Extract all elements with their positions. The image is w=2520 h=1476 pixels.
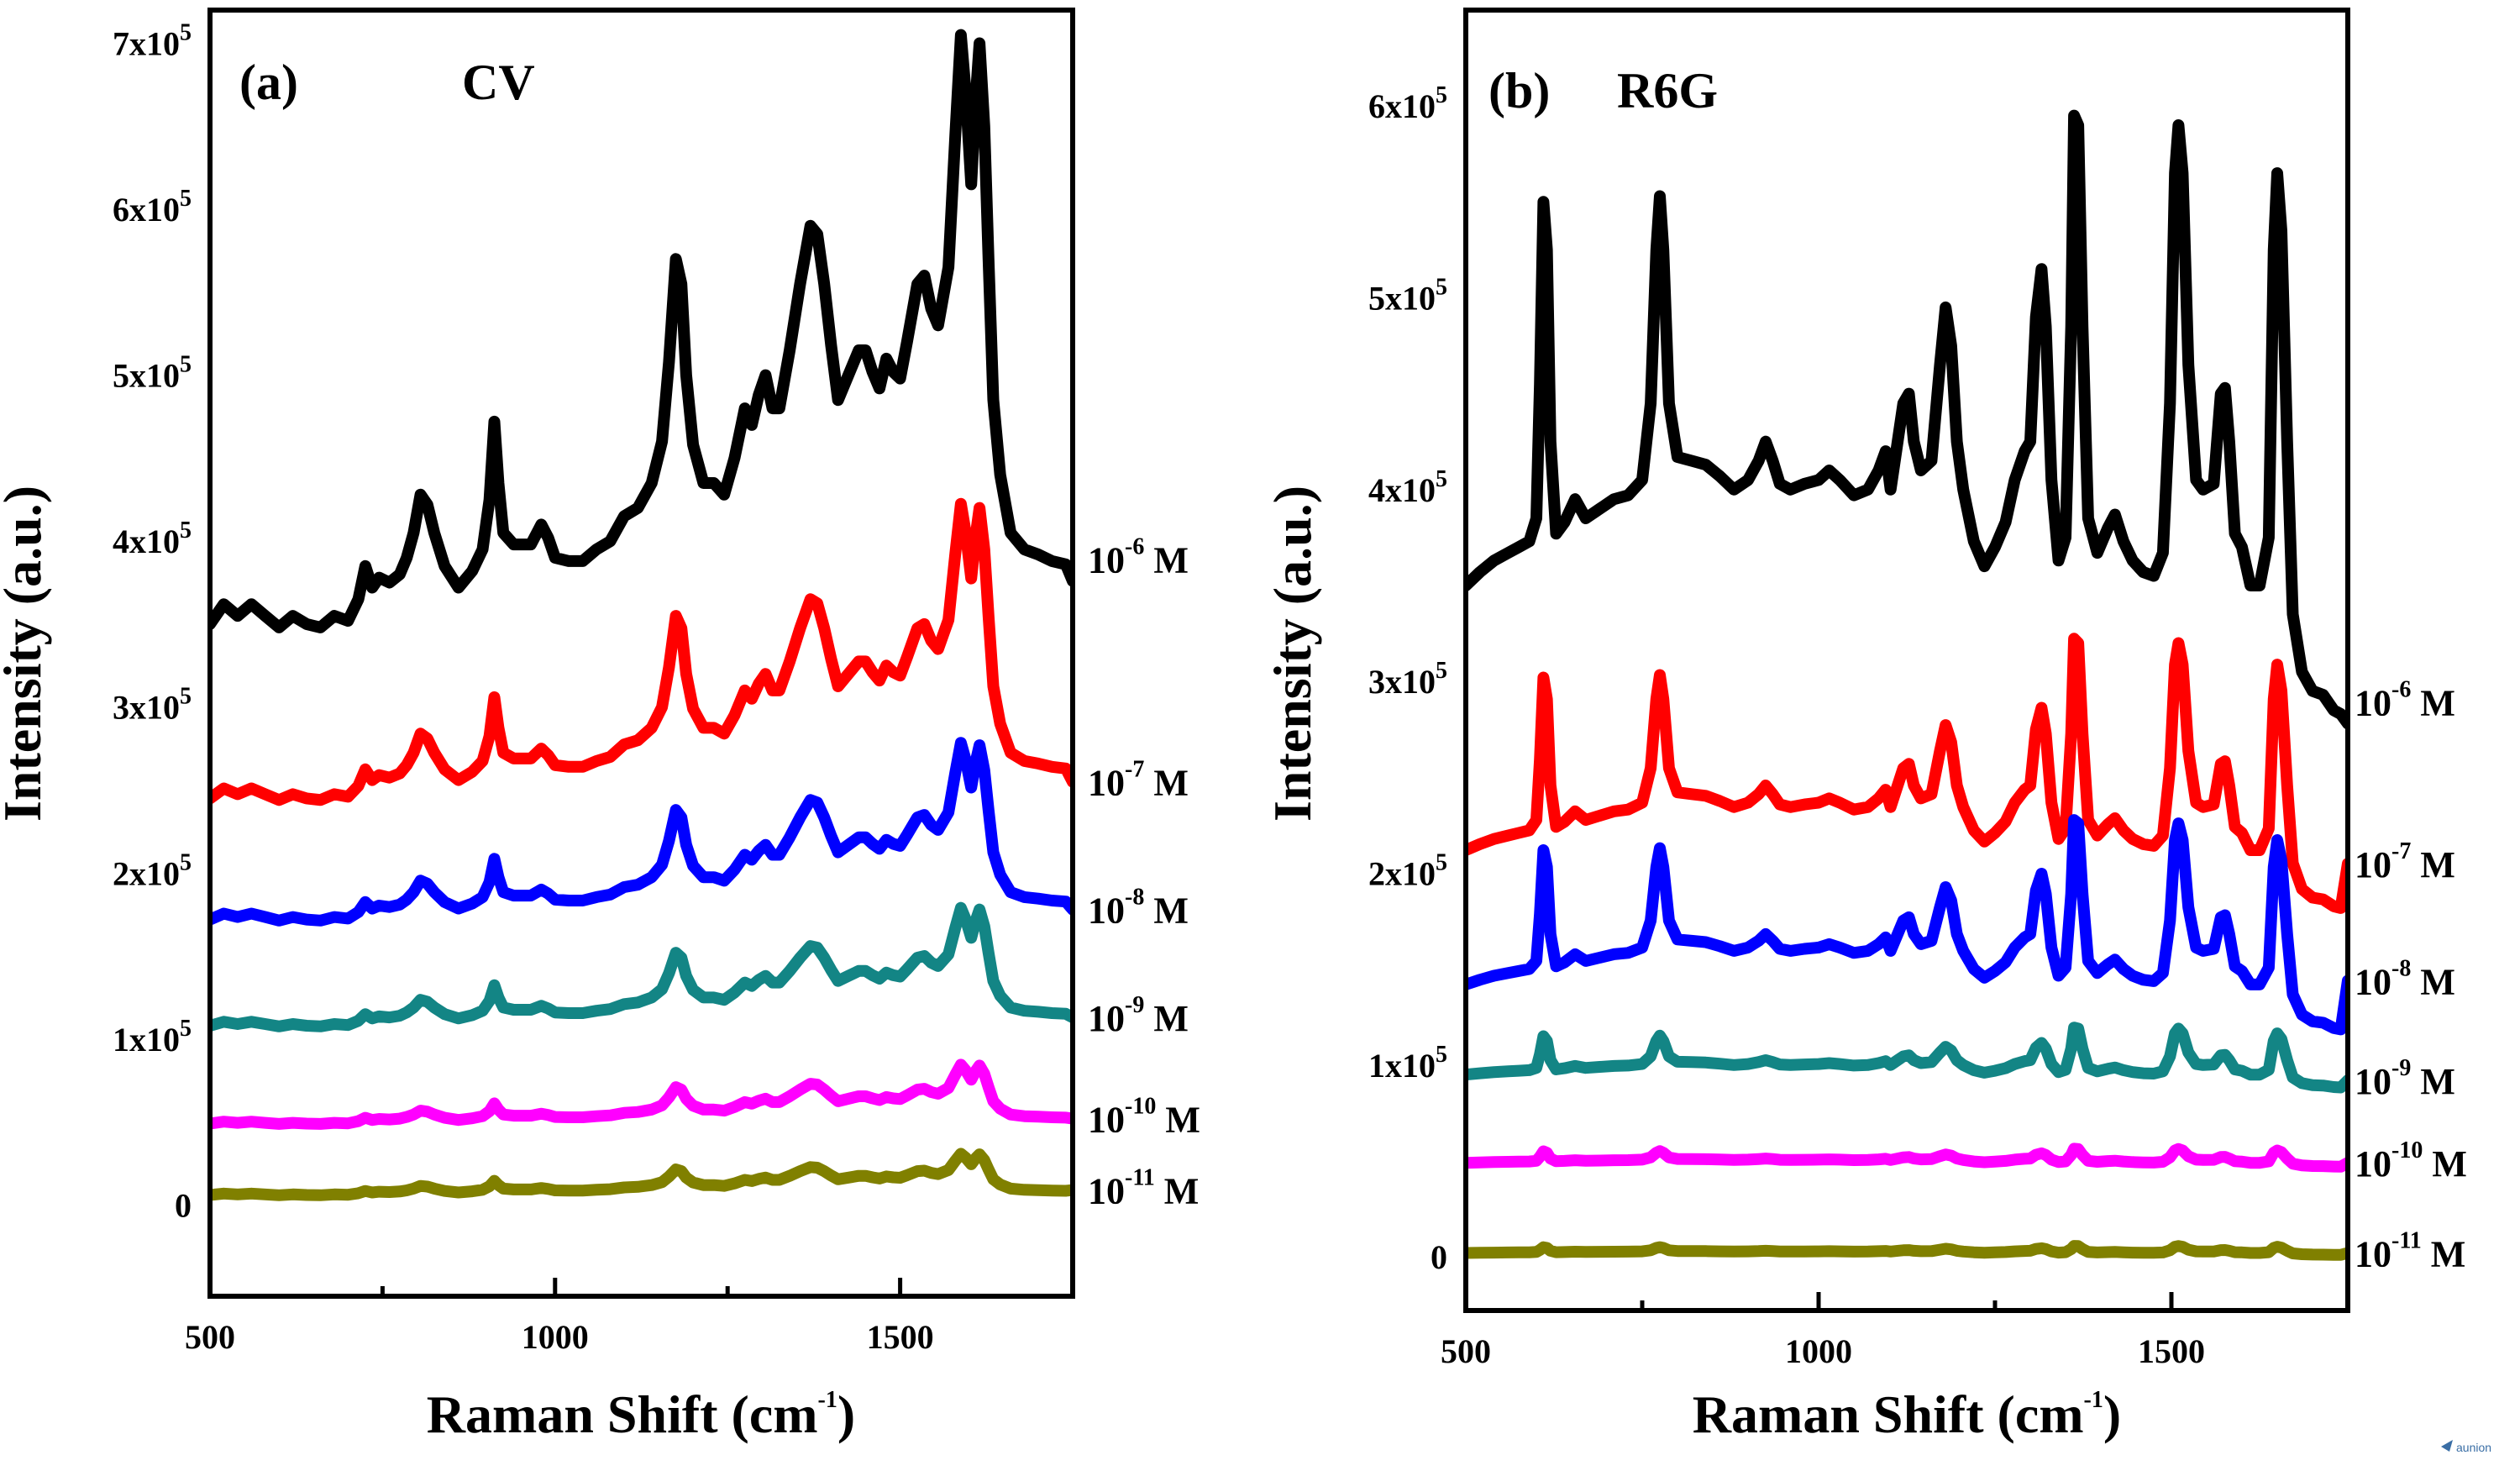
y-axis-title: Intensity (a.u.) xyxy=(1263,486,1322,822)
panel-title: R6G xyxy=(1617,63,1718,118)
panel-label: (a) xyxy=(239,55,298,110)
series-line-6 xyxy=(210,1148,1073,1201)
series-line-4 xyxy=(1466,1022,2348,1094)
series-label-4: 10-9 M xyxy=(2355,1055,2455,1102)
x-tick-label: 1500 xyxy=(2138,1332,2205,1370)
x-axis-title: Raman Shift (cm-1) xyxy=(427,1384,855,1444)
series-label-1: 10-6 M xyxy=(1088,534,1189,581)
x-tick-label: 500 xyxy=(1441,1332,1491,1370)
series-line-2 xyxy=(1466,633,2348,914)
series-group xyxy=(210,29,1073,1201)
y-tick-label: 0 xyxy=(1431,1238,1447,1276)
y-tick-label: 4x105 xyxy=(113,517,192,560)
panel-b-chart: 500 1000 1500 0 1x105 2x105 3x105 4x105 5x105 6x1… xyxy=(1263,8,2467,1444)
series-line-1 xyxy=(1466,109,2348,730)
y-tick-label: 1x105 xyxy=(1368,1042,1447,1085)
y-tick-label: 3x105 xyxy=(113,684,192,727)
series-line-3 xyxy=(1466,814,2348,1036)
plot-frame xyxy=(1463,8,2350,1313)
series-line-3 xyxy=(210,737,1073,927)
series-label-2: 10-7 M xyxy=(2355,838,2455,885)
x-axis-title: Raman Shift (cm-1) xyxy=(1693,1384,2121,1444)
x-tick-label: 1000 xyxy=(522,1318,589,1356)
series-line-4 xyxy=(210,901,1073,1032)
x-tick-label: 500 xyxy=(185,1318,235,1356)
series-label-5: 10-10 M xyxy=(1088,1094,1200,1141)
y-tick-label: 1x105 xyxy=(113,1016,192,1058)
series-label-6: 10-11 M xyxy=(1088,1165,1199,1212)
panel-title: CV xyxy=(462,55,535,110)
y-tick-label: 0 xyxy=(175,1186,192,1224)
series-label-3: 10-8 M xyxy=(1088,885,1189,932)
series-label-4: 10-9 M xyxy=(1088,992,1189,1039)
y-tick-label: 6x105 xyxy=(113,186,192,228)
y-axis-title: Intensity (a.u.) xyxy=(0,486,52,822)
series-label-6: 10-11 M xyxy=(2355,1228,2465,1275)
plot-frame xyxy=(207,8,1075,1299)
y-tick-label: 7x105 xyxy=(113,20,192,63)
y-tick-label: 4x105 xyxy=(1368,466,1447,509)
y-tick-label: 2x105 xyxy=(113,849,192,892)
y-tick-label: 3x105 xyxy=(1368,658,1447,701)
series-line-6 xyxy=(1466,1240,2348,1261)
panel-label: (b) xyxy=(1488,63,1550,118)
watermark-text: aunion xyxy=(2456,1441,2491,1454)
series-line-1 xyxy=(210,29,1073,633)
watermark: aunion xyxy=(2441,1440,2491,1454)
panel-a-chart: 500 1000 1500 0 1x105 2x105 3x105 4x105 5x105 6x1… xyxy=(0,8,1200,1444)
series-label-3: 10-8 M xyxy=(2355,955,2455,1002)
y-tick-label: 5x105 xyxy=(113,352,192,395)
series-label-2: 10-7 M xyxy=(1088,757,1189,804)
watermark-logo-icon xyxy=(2441,1440,2453,1452)
y-tick-label: 5x105 xyxy=(1368,274,1447,317)
series-label-5: 10-10 M xyxy=(2355,1137,2467,1184)
series-line-2 xyxy=(210,497,1073,806)
x-tick-label: 1000 xyxy=(1785,1332,1852,1370)
y-tick-label: 6x105 xyxy=(1368,82,1447,125)
series-line-5 xyxy=(1466,1142,2348,1173)
series-group xyxy=(1466,109,2348,1261)
series-line-5 xyxy=(210,1058,1073,1130)
x-tick-label: 1500 xyxy=(867,1318,934,1356)
series-label-1: 10-6 M xyxy=(2355,676,2455,723)
y-tick-label: 2x105 xyxy=(1368,849,1447,892)
